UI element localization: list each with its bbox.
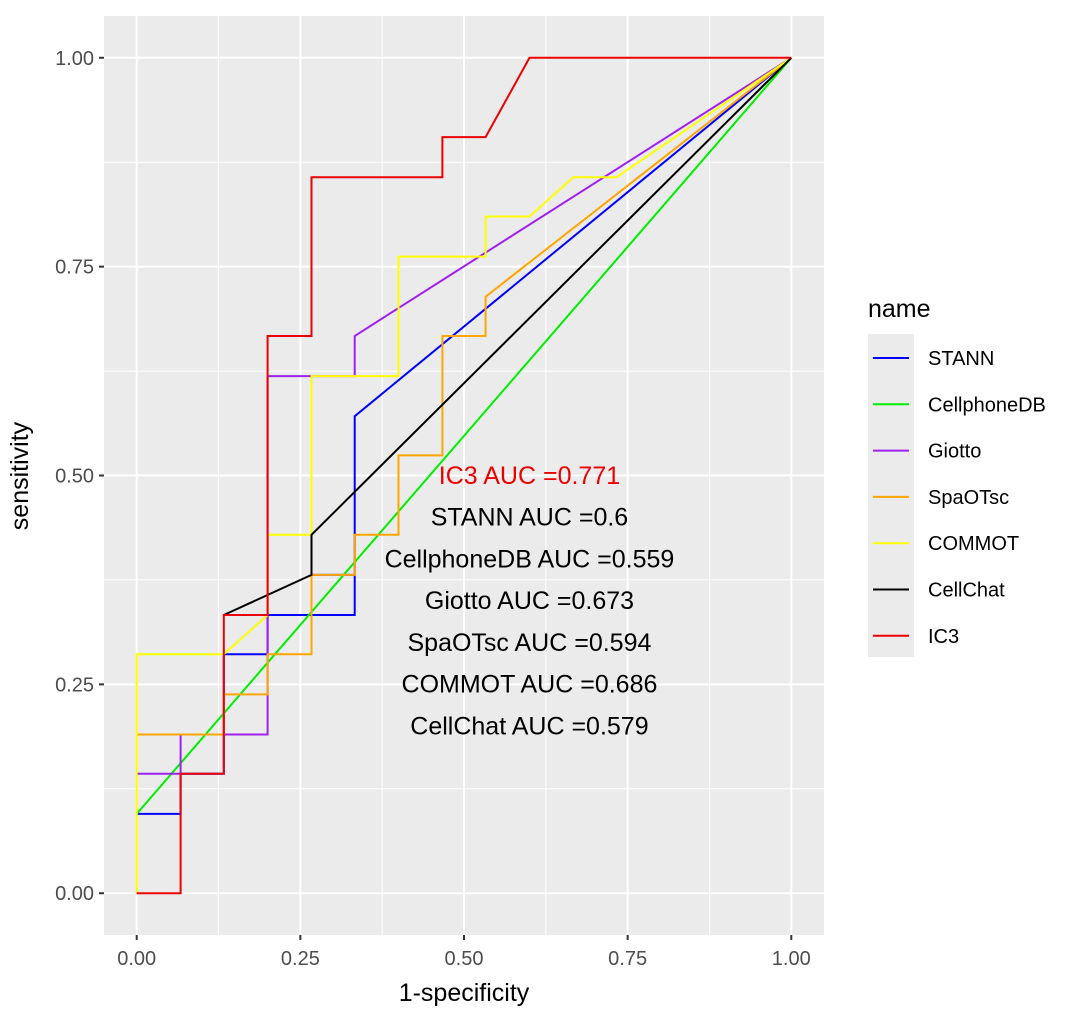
y-tick-label: 0.75 [55,257,94,279]
legend-item-spaotsc: SpaOTsc [873,487,1009,509]
legend-title: name [868,295,931,323]
legend-item-commot: COMMOT [873,533,1019,555]
legend-item-stann: STANN [873,348,994,370]
auc-annotation: CellChat AUC =0.579 [410,712,648,740]
auc-annotation: CellphoneDB AUC =0.559 [385,545,675,573]
x-tick-label: 0.50 [445,948,484,970]
legend-label: CellChat [928,580,1005,602]
x-tick-label: 1.00 [772,948,811,970]
legend-label: Giotto [928,441,981,463]
series-line-ic3 [136,56,792,895]
auc-annotations: IC3 AUC =0.771 STANN AUC =0.6 CellphoneDB … [385,462,675,741]
x-axis-title: 1-specificity [399,979,530,1007]
legend-key-background [868,334,914,657]
auc-annotation: COMMOT AUC =0.686 [402,671,658,699]
x-tick-label: 0.00 [117,948,156,970]
series-line-cellphonedb [135,57,793,815]
series-line-spaotsc [136,57,792,736]
legend-label: CellphoneDB [928,394,1046,416]
legend-label: STANN [928,348,994,370]
auc-annotation: SpaOTsc AUC =0.594 [408,629,652,657]
series-layer [135,56,793,895]
major-gridlines [104,16,824,935]
legend-label: COMMOT [928,533,1019,555]
series-line-commot [135,56,792,894]
legend-label: SpaOTsc [928,487,1009,509]
y-tick-label: 1.00 [55,48,94,70]
auc-annotation: Giotto AUC =0.673 [425,587,634,615]
legend-label: IC3 [928,626,959,648]
x-tick-label: 0.25 [281,948,320,970]
legend: name STANN CellphoneDB Giotto SpaOTsc COMMOT… [868,295,1046,657]
legend-item-giotto: Giotto [873,441,981,463]
auc-annotation: STANN AUC =0.6 [431,504,629,532]
legend-item-cellphonedb: CellphoneDB [873,394,1046,416]
legend-item-cellchat: CellChat [873,580,1005,602]
y-axis-title: sensitivity [6,421,34,530]
y-tick-label: 0.25 [55,674,94,696]
legend-item-ic3: IC3 [873,626,959,648]
y-tick-label: 0.50 [55,466,94,488]
x-tick-label: 0.75 [608,948,647,970]
y-tick-label: 0.00 [55,883,94,905]
y-axis-ticks: 0.00 0.25 0.50 0.75 1.00 [55,48,104,905]
x-axis-ticks: 0.00 0.25 0.50 0.75 1.00 [117,935,811,970]
auc-annotation: IC3 AUC =0.771 [439,462,620,490]
